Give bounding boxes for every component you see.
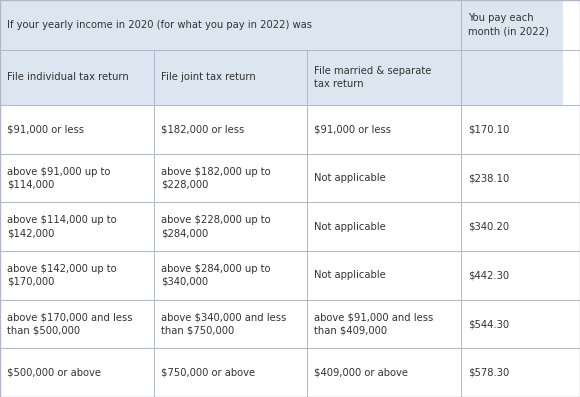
Bar: [307, 50, 461, 105]
Bar: [0, 300, 154, 349]
Text: above $114,000 up to
$142,000: above $114,000 up to $142,000: [7, 216, 117, 238]
Bar: [0, 154, 154, 202]
Text: $442.30: $442.30: [468, 270, 509, 280]
Text: above $228,000 up to
$284,000: above $228,000 up to $284,000: [161, 216, 270, 238]
Text: $578.30: $578.30: [468, 368, 509, 378]
Text: File individual tax return: File individual tax return: [7, 72, 129, 83]
Text: If your yearly income in 2020 (for what you pay in 2022) was: If your yearly income in 2020 (for what …: [7, 20, 312, 30]
Text: Not applicable: Not applicable: [314, 173, 386, 183]
Text: $238.10: $238.10: [468, 173, 509, 183]
Text: above $340,000 and less
than $750,000: above $340,000 and less than $750,000: [161, 313, 286, 335]
Bar: [461, 154, 563, 202]
Bar: [307, 105, 461, 154]
Bar: [0, 202, 154, 251]
Bar: [307, 349, 461, 397]
Bar: [154, 202, 307, 251]
Bar: [307, 202, 461, 251]
Bar: [0, 349, 154, 397]
Text: $500,000 or above: $500,000 or above: [7, 368, 101, 378]
Text: File joint tax return: File joint tax return: [161, 72, 255, 83]
Text: above $284,000 up to
$340,000: above $284,000 up to $340,000: [161, 264, 270, 287]
Bar: [154, 154, 307, 202]
Text: You pay each
month (in 2022): You pay each month (in 2022): [468, 13, 549, 36]
Text: $182,000 or less: $182,000 or less: [161, 125, 244, 135]
Bar: [0, 251, 154, 300]
Text: $170.10: $170.10: [468, 125, 509, 135]
Text: Not applicable: Not applicable: [314, 222, 386, 232]
Bar: [154, 349, 307, 397]
Bar: [461, 0, 563, 50]
Text: $340.20: $340.20: [468, 222, 509, 232]
Bar: [461, 202, 563, 251]
Text: $750,000 or above: $750,000 or above: [161, 368, 255, 378]
Text: above $170,000 and less
than $500,000: above $170,000 and less than $500,000: [7, 313, 132, 335]
Bar: [154, 300, 307, 349]
Text: above $91,000 up to
$114,000: above $91,000 up to $114,000: [7, 167, 110, 189]
Bar: [461, 251, 563, 300]
Bar: [154, 105, 307, 154]
Text: File married & separate
tax return: File married & separate tax return: [314, 66, 432, 89]
Text: above $91,000 and less
than $409,000: above $91,000 and less than $409,000: [314, 313, 434, 335]
Text: above $142,000 up to
$170,000: above $142,000 up to $170,000: [7, 264, 117, 287]
Bar: [461, 105, 563, 154]
Text: $409,000 or above: $409,000 or above: [314, 368, 408, 378]
Bar: [461, 349, 563, 397]
Text: $91,000 or less: $91,000 or less: [314, 125, 392, 135]
Bar: [0, 50, 154, 105]
Text: Not applicable: Not applicable: [314, 270, 386, 280]
Bar: [0, 0, 461, 50]
Text: above $182,000 up to
$228,000: above $182,000 up to $228,000: [161, 167, 270, 189]
Bar: [0, 105, 154, 154]
Bar: [154, 251, 307, 300]
Bar: [307, 300, 461, 349]
Text: $91,000 or less: $91,000 or less: [7, 125, 84, 135]
Bar: [307, 154, 461, 202]
Bar: [307, 251, 461, 300]
Bar: [461, 300, 563, 349]
Bar: [461, 50, 563, 105]
Bar: [154, 50, 307, 105]
Text: $544.30: $544.30: [468, 319, 509, 329]
